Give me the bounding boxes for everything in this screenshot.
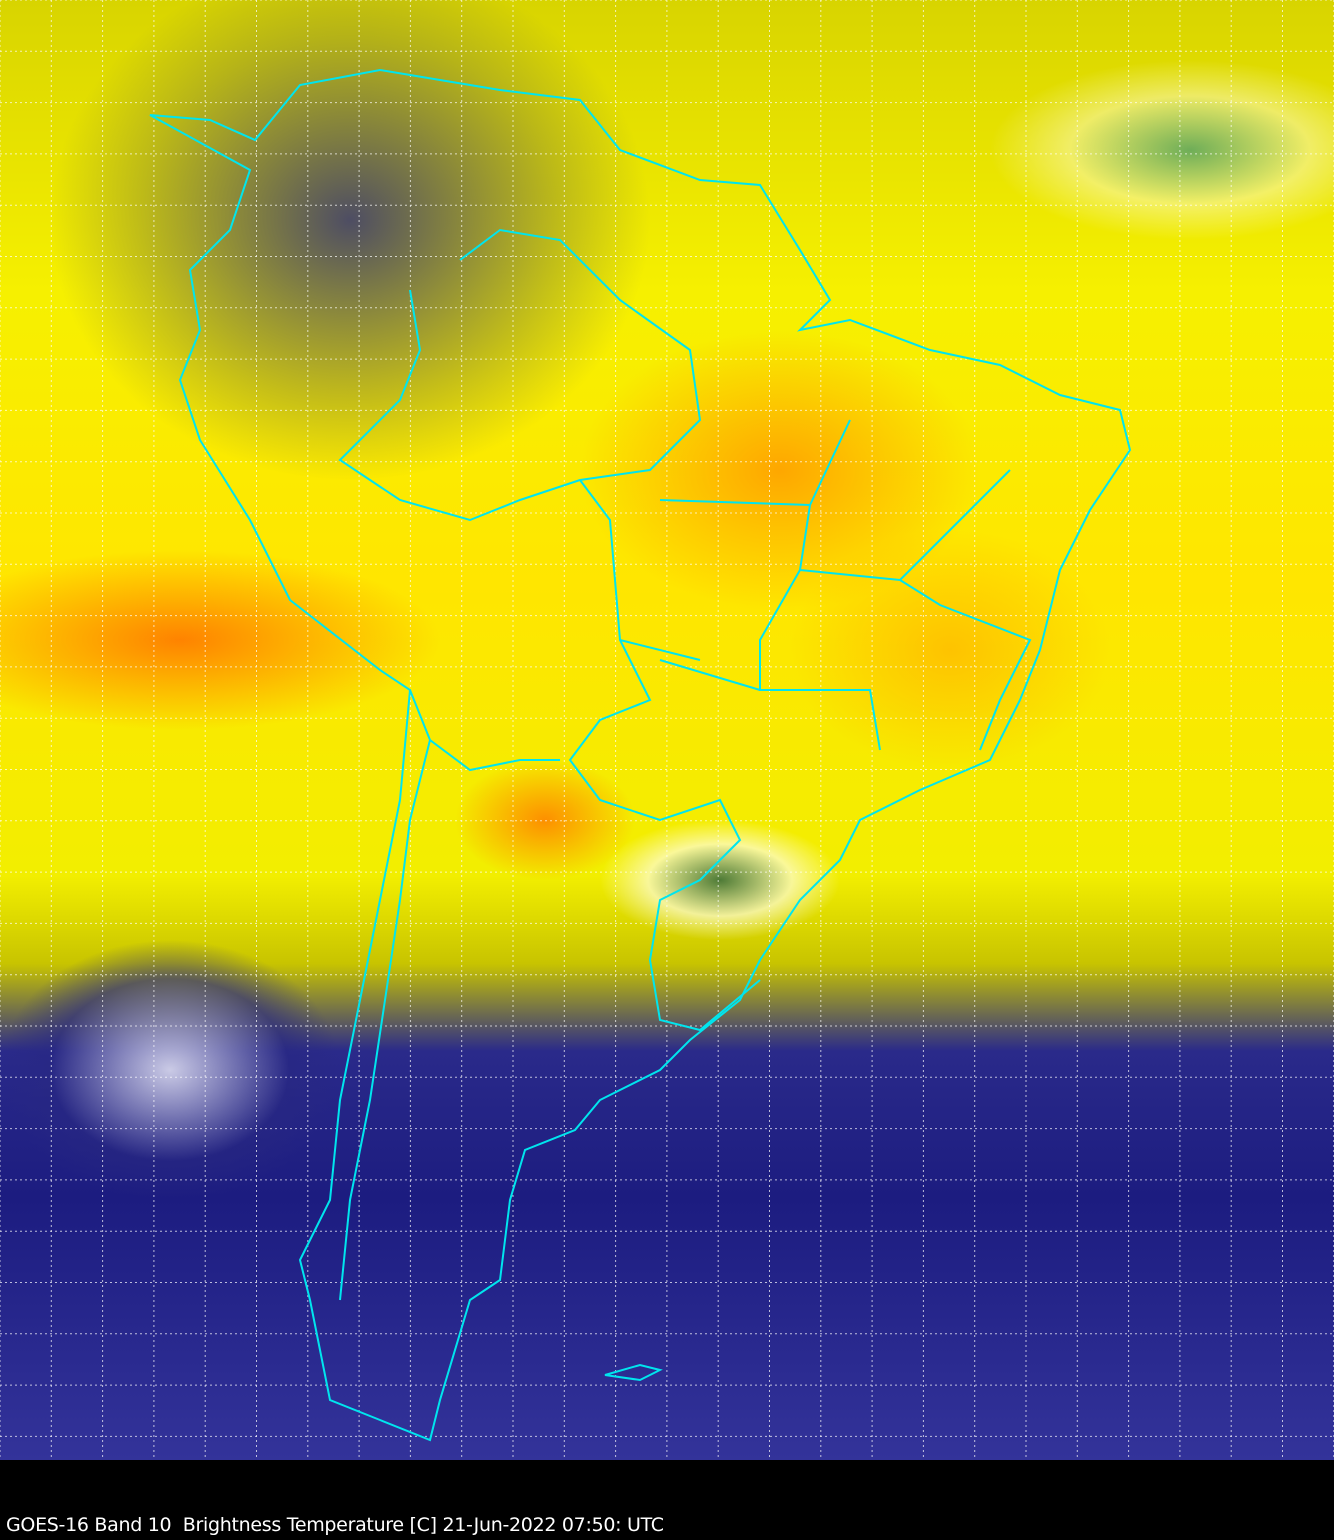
map-overlay <box>0 0 1334 1460</box>
lat-lon-grid <box>0 0 1334 1460</box>
south-america-coastline <box>149 68 1132 1442</box>
image-caption: GOES-16 Band 10 Brightness Temperature [… <box>6 1514 664 1536</box>
brazil-state-borders <box>619 419 1032 751</box>
country-borders <box>149 68 1132 1442</box>
andes-border <box>339 689 560 1301</box>
brazil-border <box>338 228 761 1032</box>
falklands-outline <box>604 1363 663 1382</box>
